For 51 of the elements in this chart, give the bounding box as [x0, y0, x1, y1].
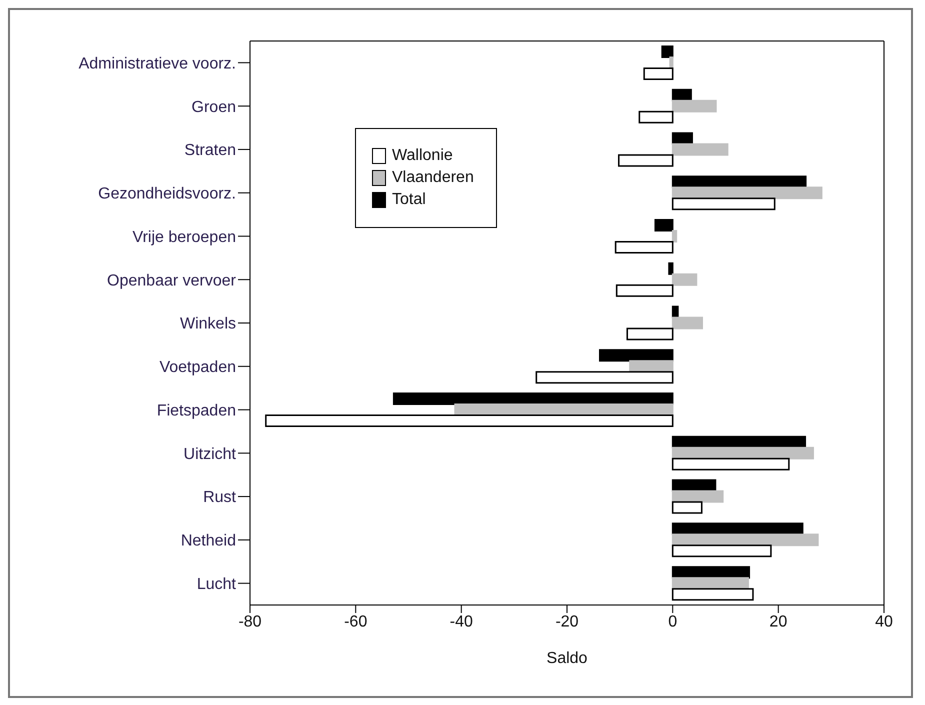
bar [618, 154, 674, 167]
y-tick-label: Netheid [180, 532, 236, 550]
x-tick-label: -80 [238, 613, 262, 630]
bar [614, 240, 674, 254]
y-tick-label: Straten [184, 142, 236, 160]
bar [672, 273, 698, 286]
bar [672, 198, 776, 210]
bar [672, 100, 717, 112]
x-tick-label: -60 [344, 613, 368, 630]
x-tick-label: -40 [450, 613, 473, 630]
y-tick-label: Winkels [180, 316, 236, 333]
legend-label: Wallonie [392, 147, 453, 165]
bar [672, 446, 814, 460]
bar [672, 143, 728, 156]
bar [661, 45, 674, 58]
bar [672, 458, 790, 470]
bar [536, 371, 674, 384]
bar [672, 186, 822, 200]
y-tick-label: Voetpaden [159, 359, 236, 376]
x-tick-label: 20 [769, 613, 788, 630]
legend-label: Vlaanderen [392, 169, 474, 187]
y-tick-label: Lucht [196, 576, 237, 593]
y-tick-label: Uitzicht [184, 446, 237, 463]
bar [638, 110, 674, 124]
y-tick-label: Openbaar vervoer [107, 272, 237, 290]
bar [654, 218, 674, 232]
y-tick-label: Fietspaden [156, 402, 236, 420]
y-tick-label: Administratieve voorz. [78, 55, 236, 72]
bar [599, 349, 674, 362]
legend-label: Total [392, 191, 426, 209]
bar [626, 328, 674, 340]
bar [672, 534, 819, 546]
y-tick-label: Gezondheidsvoorz. [98, 186, 236, 203]
bar [672, 490, 724, 503]
x-tick-label: 0 [668, 613, 678, 630]
y-tick-label: Groen [192, 98, 236, 116]
bar [643, 67, 674, 80]
y-tick-label: Vrije beroepen [132, 228, 236, 246]
bar [672, 588, 754, 601]
x-tick-label: -20 [555, 613, 579, 630]
bar [392, 392, 674, 406]
bar [265, 414, 674, 428]
bar [672, 230, 678, 242]
bar [672, 501, 702, 514]
bar [672, 544, 772, 558]
bar [668, 262, 674, 275]
x-tick-label: 40 [875, 613, 893, 630]
x-axis-title: Saldo [546, 650, 588, 667]
bar [672, 316, 704, 330]
y-tick-label: Rust [203, 489, 237, 506]
bar [616, 284, 674, 297]
